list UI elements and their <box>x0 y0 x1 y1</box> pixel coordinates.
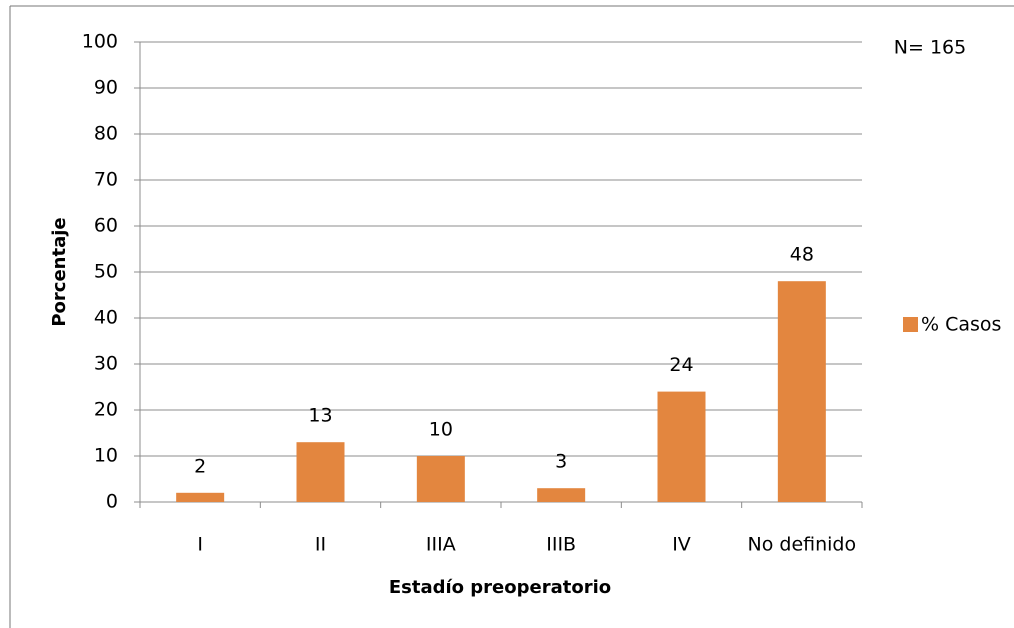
data-label: 13 <box>308 405 332 427</box>
x-axis-label: Estadío preoperatorio <box>389 577 611 598</box>
data-label: 48 <box>790 244 814 266</box>
y-tick-label: 20 <box>94 399 118 421</box>
y-tick-label: 10 <box>94 445 118 467</box>
bar <box>176 492 225 502</box>
y-tick-label: 60 <box>94 215 118 237</box>
x-tick-label: II <box>315 534 326 556</box>
data-label: 10 <box>429 419 453 441</box>
x-tick-label: IIIB <box>546 534 576 556</box>
bar <box>537 488 586 502</box>
y-axis-label: Porcentaje <box>49 217 70 326</box>
y-tick-label: 0 <box>106 491 118 513</box>
bar <box>416 456 465 502</box>
y-tick-label: 70 <box>94 169 118 191</box>
y-tick-label: 40 <box>94 307 118 329</box>
bar <box>777 281 826 502</box>
legend-swatch <box>903 317 918 332</box>
legend-label: % Casos <box>921 314 1001 336</box>
annotation: N= 165 <box>894 37 966 59</box>
y-tick-label: 100 <box>82 31 118 53</box>
data-label: 3 <box>555 451 567 473</box>
y-tick-label: 50 <box>94 261 118 283</box>
bar <box>657 391 706 502</box>
x-tick-label: IV <box>672 534 691 556</box>
x-tick-label: No definido <box>748 534 857 556</box>
data-label: 24 <box>669 354 693 376</box>
data-label: 2 <box>194 455 206 477</box>
x-tick-label: IIIA <box>426 534 456 556</box>
x-tick-label: I <box>197 534 203 556</box>
bar <box>296 442 345 502</box>
y-tick-label: 80 <box>94 123 118 145</box>
y-tick-label: 90 <box>94 77 118 99</box>
y-tick-label: 30 <box>94 353 118 375</box>
